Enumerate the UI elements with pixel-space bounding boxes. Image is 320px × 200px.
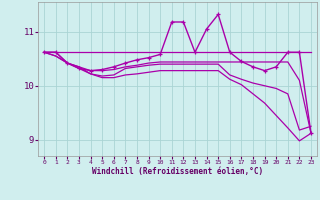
X-axis label: Windchill (Refroidissement éolien,°C): Windchill (Refroidissement éolien,°C) bbox=[92, 167, 263, 176]
